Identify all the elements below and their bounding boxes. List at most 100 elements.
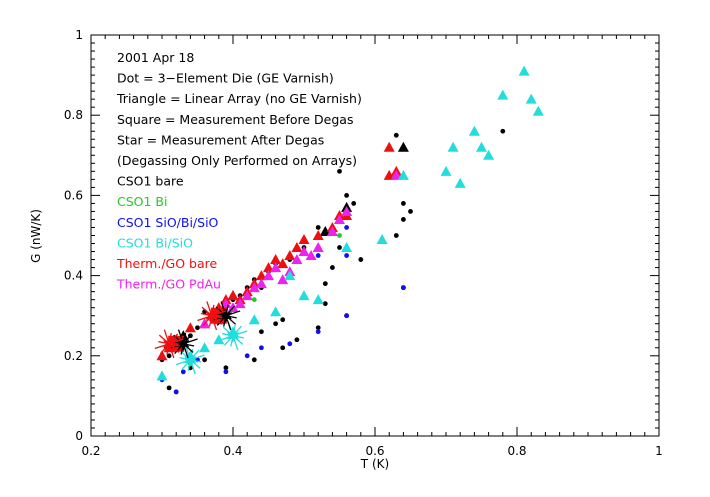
legend: 2001 Apr 18 Dot = 3−Element Die (GE Varni…	[116, 50, 362, 292]
data-point-triangle	[270, 306, 282, 317]
data-point-triangle	[263, 270, 274, 281]
data-point-triangle	[277, 258, 289, 269]
legend-entry: CSO1 bare	[117, 174, 184, 189]
legend-entry: CSO1 Bi	[117, 194, 167, 209]
data-point-triangle	[291, 254, 303, 265]
data-point-dot	[223, 369, 229, 375]
data-point-triangle	[298, 290, 310, 301]
data-point-triangle	[248, 282, 260, 293]
data-point-triangle	[277, 274, 289, 285]
data-point-triangle	[298, 246, 310, 257]
legend-entry: Star = Measurement After Degas	[117, 132, 324, 147]
data-point-dot	[259, 329, 264, 335]
axis-ticks	[90, 34, 660, 437]
data-point-triangle	[284, 270, 296, 281]
data-point-dot	[358, 257, 364, 262]
data-point-dot	[322, 301, 328, 307]
data-point-dot	[259, 345, 264, 351]
data-point-dot	[251, 297, 257, 303]
data-point-triangle	[156, 350, 168, 361]
legend-entry: Dot = 3−Element Die (GE Varnish)	[117, 71, 334, 86]
data-point-dot	[280, 317, 286, 323]
legend-entry: Triangle = Linear Array (no GE Varnish)	[116, 91, 362, 106]
data-point-triangle	[199, 342, 211, 353]
data-point-triangle	[483, 149, 495, 160]
axis-tick-labels: 0.2 0.4 0.6 0.8 100.20.40.60.81	[64, 28, 663, 458]
data-marks	[154, 65, 544, 395]
data-point-triangle	[447, 141, 459, 152]
data-point-dot	[166, 385, 172, 391]
data-point-triangle	[156, 370, 168, 381]
legend-entry: Square = Measurement Before Degas	[117, 112, 353, 127]
y-tick-label: 0	[75, 429, 83, 443]
data-point-triangle	[263, 262, 274, 273]
x-tick-label: 0.2	[81, 444, 100, 458]
legend-entry: CSO1 Bi/SiO	[117, 235, 193, 250]
y-axis-label: G (nW/K)	[29, 209, 43, 263]
legend-entry: 2001 Apr 18	[117, 50, 194, 65]
data-point-triangle	[312, 294, 324, 305]
x-tick-label: 0.4	[223, 444, 242, 458]
y-tick-label: 1	[75, 28, 83, 42]
data-point-dot	[330, 265, 335, 270]
data-point-triangle	[248, 314, 260, 325]
legend-entry: CSO1 SiO/Bi/SiO	[117, 215, 219, 230]
legend-entry: Therm./GO PdAu	[116, 277, 221, 292]
data-point-dot	[315, 329, 321, 335]
data-point-dot	[223, 365, 229, 371]
data-point-triangle	[227, 290, 239, 301]
data-point-dot	[273, 321, 278, 327]
data-point-dot	[337, 245, 342, 250]
data-point-triangle	[390, 169, 402, 180]
data-point-star	[168, 329, 198, 359]
data-point-dot	[408, 209, 413, 214]
data-point-dot	[173, 389, 179, 395]
data-point-triangle	[312, 230, 324, 240]
data-point-triangle	[213, 334, 225, 345]
data-point-dot	[180, 369, 186, 375]
data-point-triangle	[270, 262, 282, 273]
data-point-triangle	[376, 234, 388, 245]
data-point-dot	[344, 225, 349, 230]
data-point-dot	[337, 233, 342, 238]
data-point-triangle	[319, 225, 331, 236]
data-point-dot	[244, 353, 250, 359]
data-point-dot	[315, 253, 321, 258]
data-point-triangle	[476, 141, 487, 152]
data-point-triangle	[525, 93, 537, 104]
data-point-triangle	[284, 250, 296, 261]
data-point-triangle	[468, 125, 480, 136]
data-point-dot	[322, 281, 328, 287]
data-point-dot	[195, 325, 200, 331]
data-point-triangle	[383, 141, 395, 152]
data-point-dot	[315, 325, 321, 331]
data-point-triangle	[184, 322, 196, 333]
data-point-triangle	[454, 177, 466, 188]
data-point-triangle	[234, 298, 246, 309]
data-point-triangle	[341, 205, 353, 216]
data-point-star	[197, 301, 227, 331]
data-point-dot	[401, 285, 406, 291]
data-point-triangle	[497, 89, 509, 100]
x-axis-label: T (K)	[360, 457, 389, 471]
data-point-star	[154, 329, 184, 359]
data-point-triangle	[255, 278, 267, 289]
legend-entry: Therm./GO bare	[116, 256, 217, 271]
data-point-dot	[280, 345, 286, 351]
data-point-dot	[287, 341, 293, 347]
y-tick-label: 0.8	[64, 108, 83, 122]
data-point-dot	[393, 132, 399, 138]
data-point-star	[218, 321, 248, 351]
data-point-triangle	[440, 165, 452, 176]
x-tick-label: 0.8	[507, 444, 526, 458]
data-point-star	[175, 345, 205, 375]
legend-entry: (Degassing Only Performed on Arrays)	[117, 153, 357, 168]
data-point-dot	[315, 225, 321, 230]
data-point-dot	[294, 337, 300, 343]
data-point-triangle	[298, 234, 310, 245]
data-point-triangle	[270, 254, 282, 265]
data-point-triangle	[518, 65, 530, 76]
data-point-triangle	[305, 250, 317, 261]
data-point-triangle	[312, 242, 324, 253]
